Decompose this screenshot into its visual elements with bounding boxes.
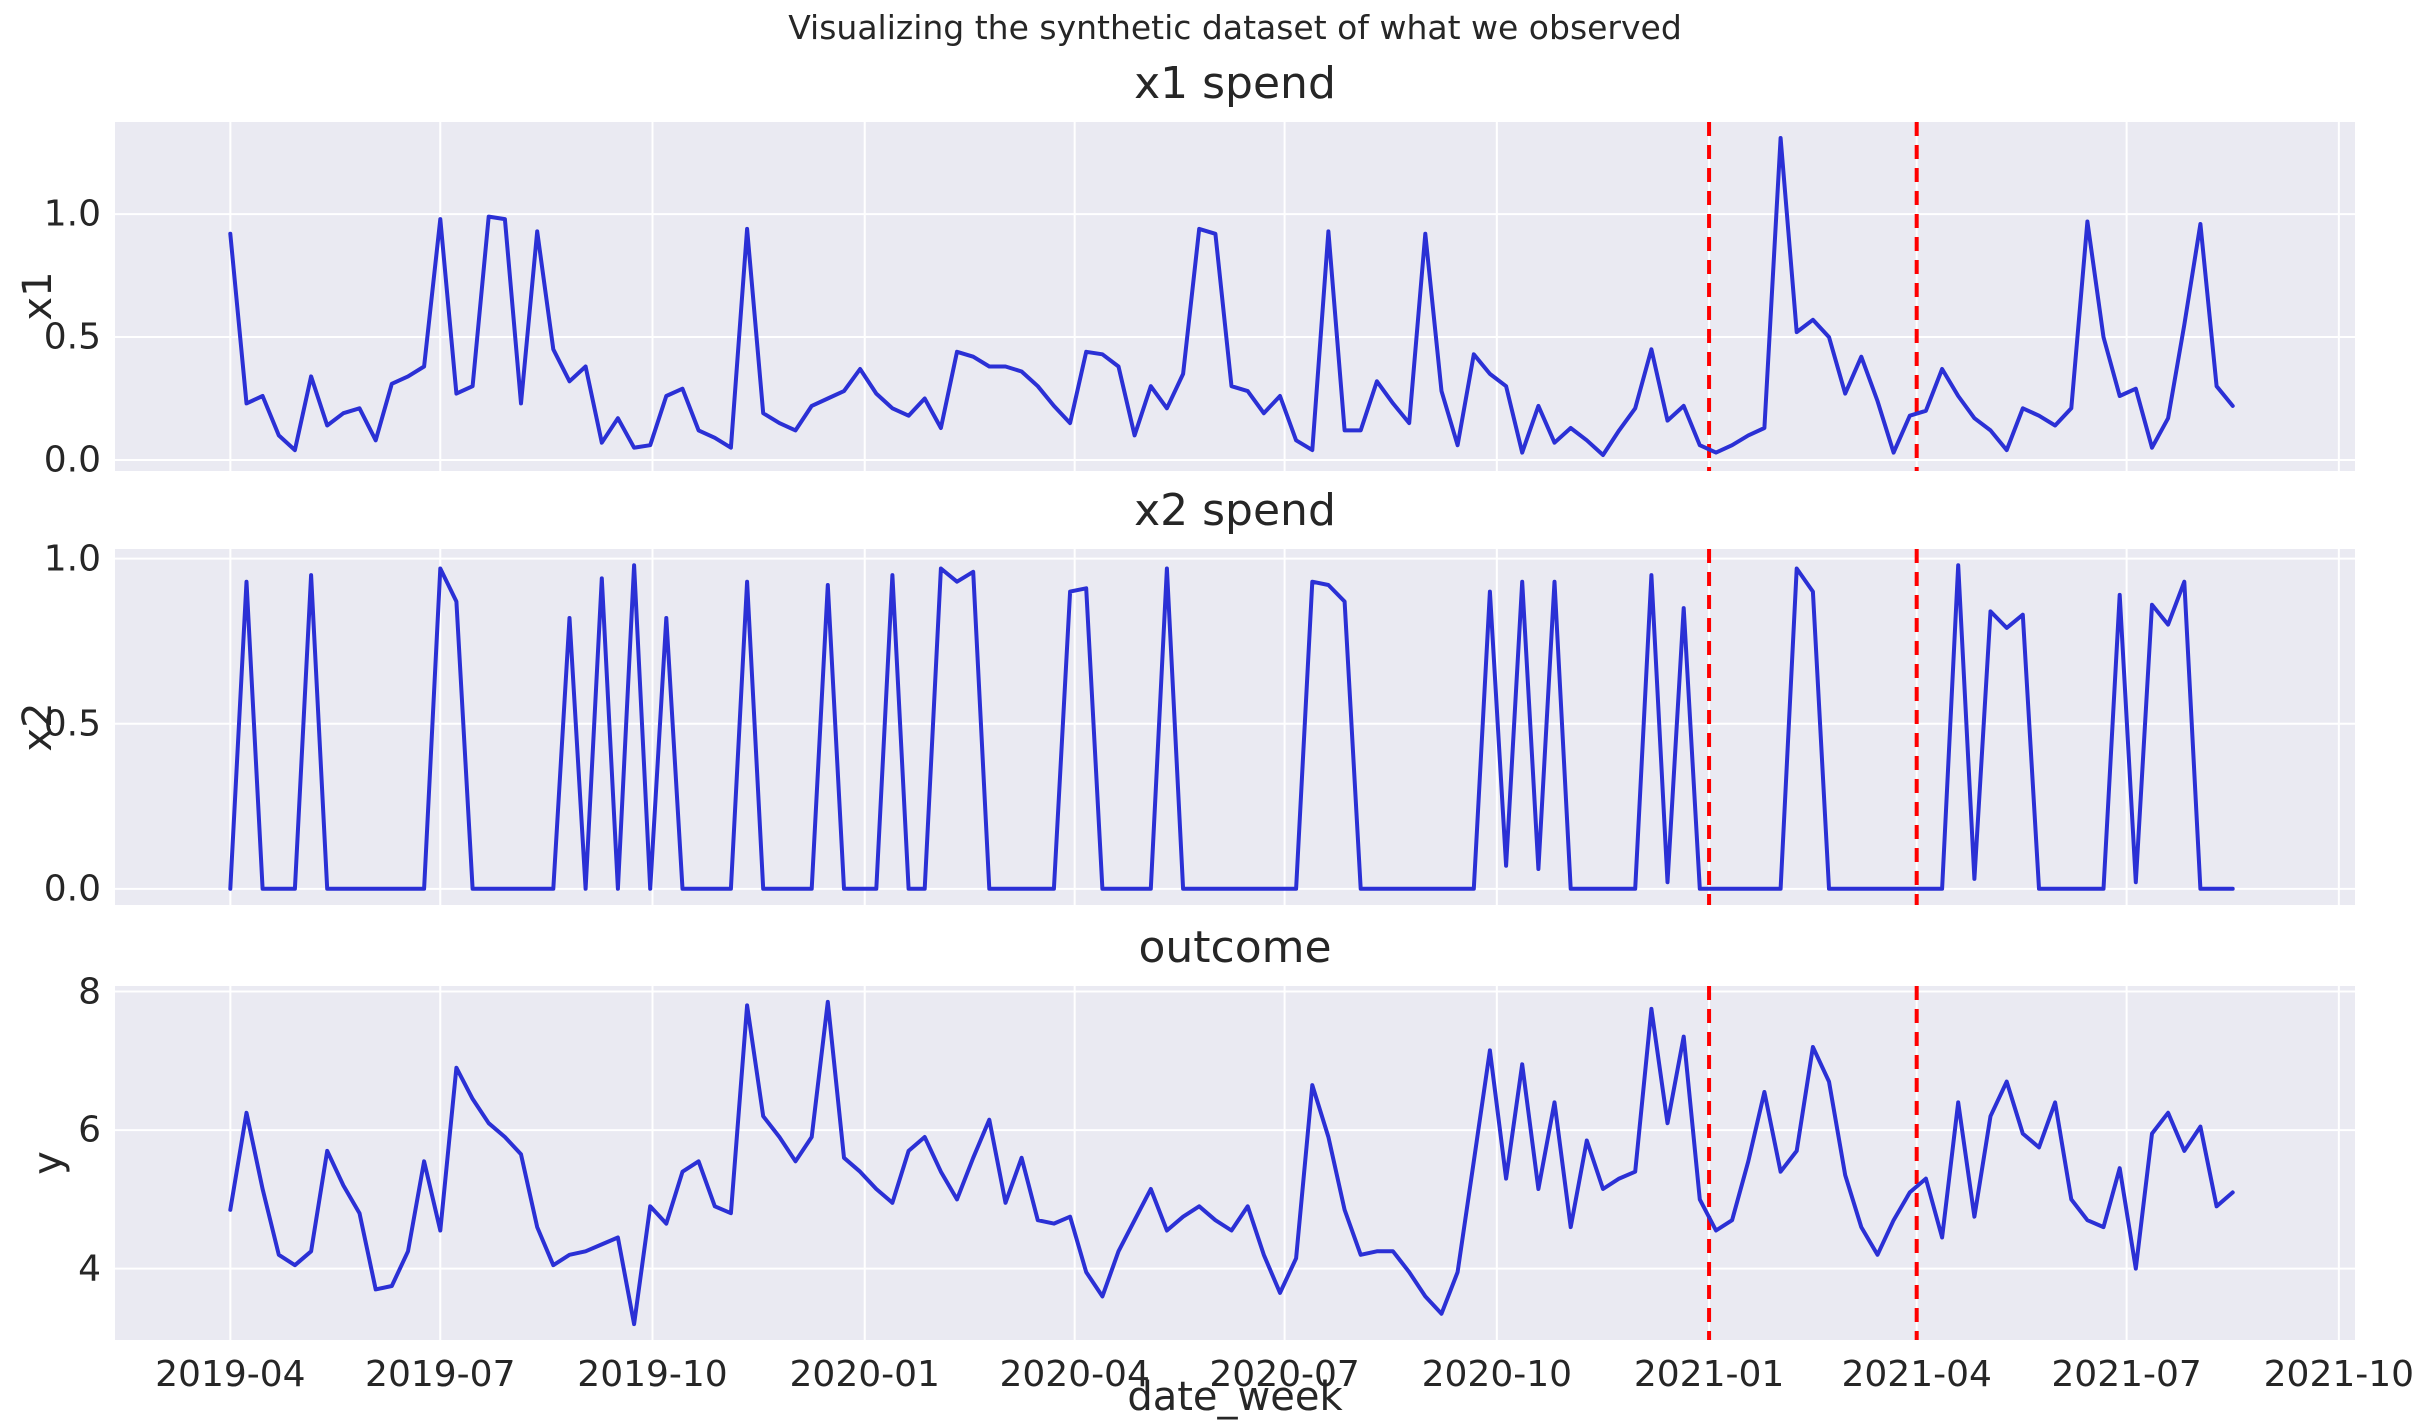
x-tick-label: 2021-01 bbox=[1633, 1354, 1785, 1395]
x-tick-label: 2020-10 bbox=[1421, 1354, 1573, 1395]
y-tick-label: 0.5 bbox=[43, 316, 101, 358]
subplot-canvas-x1 bbox=[115, 122, 2355, 471]
y-tick-label: 4 bbox=[78, 1248, 101, 1290]
figure-suptitle: Visualizing the synthetic dataset of wha… bbox=[788, 8, 1682, 47]
x-tick-label: 2019-10 bbox=[577, 1354, 728, 1395]
y-tick-label: 1.0 bbox=[43, 538, 101, 580]
x-tick-label: 2020-07 bbox=[1209, 1354, 1360, 1395]
x-tick-label: 2021-04 bbox=[1841, 1354, 1992, 1395]
x-tick-label: 2020-04 bbox=[999, 1354, 1150, 1395]
y-tick-label: 6 bbox=[78, 1109, 101, 1151]
subplot-canvas-x2 bbox=[115, 549, 2355, 905]
x-axis-label: date_week bbox=[1127, 1374, 1343, 1420]
x-tick-label: 2019-07 bbox=[365, 1354, 516, 1395]
x1-spend-plot-area bbox=[115, 122, 2355, 471]
x2-series-line bbox=[228, 563, 2235, 891]
subplot-title-outcome: outcome bbox=[1138, 922, 1332, 973]
x-tick-label: 2020-01 bbox=[789, 1354, 940, 1395]
axes-background bbox=[115, 122, 2355, 471]
x-tick-label: 2019-04 bbox=[155, 1354, 306, 1395]
x-tick-label: 2021-07 bbox=[2051, 1354, 2202, 1395]
y-axis-label-outcome: y bbox=[25, 1151, 71, 1175]
y-series-line bbox=[228, 999, 2235, 1327]
x1-series-line bbox=[228, 136, 2235, 457]
subplot-title-x2-spend: x2 spend bbox=[1134, 485, 1336, 536]
subplot-canvas-y bbox=[115, 986, 2355, 1340]
y-tick-label: 8 bbox=[78, 971, 101, 1013]
x-tick-label: 2021-10 bbox=[2263, 1354, 2415, 1395]
y-tick-label: 0.0 bbox=[43, 439, 101, 481]
y-tick-label: 0.5 bbox=[43, 703, 101, 745]
outcome-plot-area bbox=[115, 986, 2355, 1340]
x2-spend-plot-area bbox=[115, 549, 2355, 905]
axes-background bbox=[115, 986, 2355, 1340]
y-tick-label: 0.0 bbox=[43, 868, 101, 910]
axes-background bbox=[115, 549, 2355, 905]
subplot-title-x1-spend: x1 spend bbox=[1134, 58, 1336, 109]
y-tick-label: 1.0 bbox=[43, 193, 101, 235]
y-axis-label-x1: x1 bbox=[15, 271, 61, 321]
